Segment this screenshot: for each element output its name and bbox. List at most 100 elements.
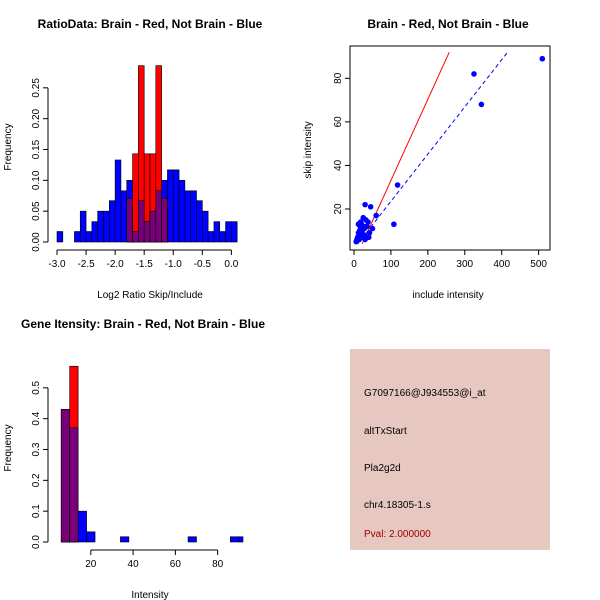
scatter-point bbox=[355, 230, 362, 236]
fit-line-not-brain bbox=[357, 51, 508, 245]
y-tick-label: 80 bbox=[333, 72, 344, 84]
scatter-point bbox=[369, 225, 376, 232]
histogram-bar-not-brain bbox=[114, 159, 122, 243]
histogram-bar-overlap bbox=[155, 190, 162, 243]
histogram-bar-not-brain bbox=[103, 210, 110, 243]
histogram-bar-overlap bbox=[138, 200, 145, 243]
probe-id: G7097166@J934553@i_at bbox=[364, 388, 486, 399]
x-tick-label: 500 bbox=[530, 259, 547, 270]
y-tick-label: 60 bbox=[333, 116, 344, 128]
histogram-bar-not-brain bbox=[202, 210, 209, 243]
x-tick-label: 60 bbox=[170, 559, 182, 570]
info-panel: G7097166@J934553@i_at altTxStart Pla2g2d… bbox=[350, 349, 550, 550]
locus: chr4.18305-1.s bbox=[364, 500, 431, 511]
histogram-bar-not-brain bbox=[178, 180, 186, 243]
histogram-bar-overlap bbox=[69, 427, 79, 543]
y-tick-label: 0.0 bbox=[31, 535, 42, 549]
scatter-point bbox=[478, 101, 485, 108]
y-tick-label: 0.25 bbox=[31, 78, 42, 98]
histogram-bar-not-brain bbox=[77, 510, 87, 543]
histogram-bar-not-brain bbox=[85, 231, 93, 243]
scatter-point bbox=[365, 234, 372, 241]
x-tick-label: 20 bbox=[85, 559, 97, 570]
ratio-histogram-ylabel: Frequency bbox=[3, 123, 14, 170]
fit-line-brain bbox=[361, 51, 450, 245]
histogram-bar-not-brain bbox=[231, 221, 238, 243]
info-background bbox=[350, 349, 550, 550]
histogram-bar-not-brain bbox=[219, 231, 226, 243]
y-tick-label: 0.5 bbox=[31, 380, 42, 394]
scatter-point bbox=[359, 234, 365, 241]
scatter-point bbox=[361, 225, 368, 232]
histogram-bar-not-brain bbox=[238, 536, 244, 543]
pval: Pval: 2.000000 bbox=[364, 529, 431, 540]
intensity-scatter-frame bbox=[349, 45, 551, 251]
ratio-histogram-panel: RatioData: Brain - Red, Not Brain - Blue… bbox=[3, 17, 263, 301]
histogram-bar-not-brain bbox=[190, 190, 197, 243]
histogram-bar-not-brain bbox=[86, 531, 96, 543]
histogram-bar-overlap bbox=[132, 231, 139, 243]
histogram-bar-overlap bbox=[60, 409, 70, 543]
histogram-bar-not-brain bbox=[79, 210, 87, 243]
y-tick-label: 40 bbox=[333, 159, 344, 171]
intensity-scatter-title: Brain - Red, Not Brain - Blue bbox=[367, 17, 529, 31]
histogram-bar-not-brain bbox=[74, 231, 81, 243]
x-tick-label: -2.5 bbox=[77, 259, 95, 270]
x-tick-label: 0 bbox=[351, 259, 357, 270]
x-tick-label: 100 bbox=[383, 259, 400, 270]
ratio-histogram-bars bbox=[56, 65, 238, 243]
x-tick-label: 300 bbox=[456, 259, 473, 270]
histogram-bar-not-brain bbox=[196, 200, 203, 243]
histogram-bar-overlap bbox=[161, 197, 168, 243]
gene-name: Pla2g2d bbox=[364, 463, 401, 474]
scatter-point bbox=[357, 219, 364, 225]
histogram-bar-brain bbox=[132, 153, 139, 243]
intensity-histogram-ylabel: Frequency bbox=[3, 424, 14, 471]
histogram-bar-not-brain bbox=[120, 190, 128, 243]
x-tick-label: -0.5 bbox=[194, 259, 212, 270]
scatter-point bbox=[391, 221, 397, 228]
histogram-bar-not-brain bbox=[213, 221, 221, 243]
histogram-bar-not-brain bbox=[56, 231, 64, 243]
y-tick-label: 0.20 bbox=[31, 108, 42, 128]
x-tick-label: 0.0 bbox=[224, 259, 238, 270]
intensity-scatter-ylabel: skip intensity bbox=[303, 121, 314, 178]
histogram-bar-not-brain bbox=[167, 169, 174, 243]
intensity-scatter-points bbox=[353, 55, 546, 245]
histogram-bar-not-brain bbox=[225, 221, 232, 243]
histogram-bar-overlap bbox=[149, 210, 157, 243]
x-tick-label: -1.0 bbox=[165, 259, 183, 270]
x-tick-label: 40 bbox=[128, 559, 140, 570]
y-tick-label: 0.4 bbox=[31, 411, 42, 425]
intensity-histogram-bars bbox=[60, 365, 244, 543]
histogram-bar-not-brain bbox=[97, 210, 104, 243]
scatter-point bbox=[471, 71, 477, 77]
histogram-bar-not-brain bbox=[184, 190, 191, 243]
x-tick-label: -2.0 bbox=[107, 259, 125, 270]
y-tick-label: 0.00 bbox=[31, 232, 42, 252]
ratio-histogram-overlap bbox=[126, 190, 168, 243]
scatter-point bbox=[362, 201, 368, 208]
x-tick-label: -1.5 bbox=[136, 259, 154, 270]
histogram-bar-not-brain bbox=[172, 169, 180, 243]
ratio-histogram-xlabel: Log2 Ratio Skip/Include bbox=[97, 290, 203, 301]
intensity-scatter-panel: Brain - Red, Not Brain - Blue include in… bbox=[303, 17, 551, 301]
intensity-histogram-panel: Gene Itensity: Brain - Red, Not Brain - … bbox=[3, 317, 265, 600]
scatter-point bbox=[367, 204, 374, 210]
histogram-bar-not-brain bbox=[187, 536, 197, 543]
x-tick-label: 200 bbox=[420, 259, 437, 270]
intensity-histogram-xlabel: Intensity bbox=[131, 590, 168, 600]
histogram-bar-not-brain bbox=[109, 200, 116, 243]
y-tick-label: 0.1 bbox=[31, 504, 42, 518]
intensity-scatter-xlabel: include intensity bbox=[412, 290, 483, 301]
intensity-scatter-axes: 0 100 200 300 400 500 20 40 60 80 bbox=[333, 72, 547, 270]
ratio-histogram-title: RatioData: Brain - Red, Not Brain - Blue bbox=[38, 17, 263, 31]
intensity-scatter-fit-lines bbox=[357, 51, 508, 245]
histogram-bar-overlap bbox=[126, 197, 133, 243]
y-tick-label: 0.05 bbox=[31, 201, 42, 221]
histogram-bar-overlap bbox=[143, 221, 151, 243]
y-tick-label: 0.3 bbox=[31, 442, 42, 456]
histogram-bar-not-brain bbox=[91, 221, 98, 243]
ratio-histogram-axes: -3.0 -2.5 -2.0 -1.5 -1.0 -0.5 0.0 0.00 0.05 0.10 0… bbox=[31, 78, 239, 270]
